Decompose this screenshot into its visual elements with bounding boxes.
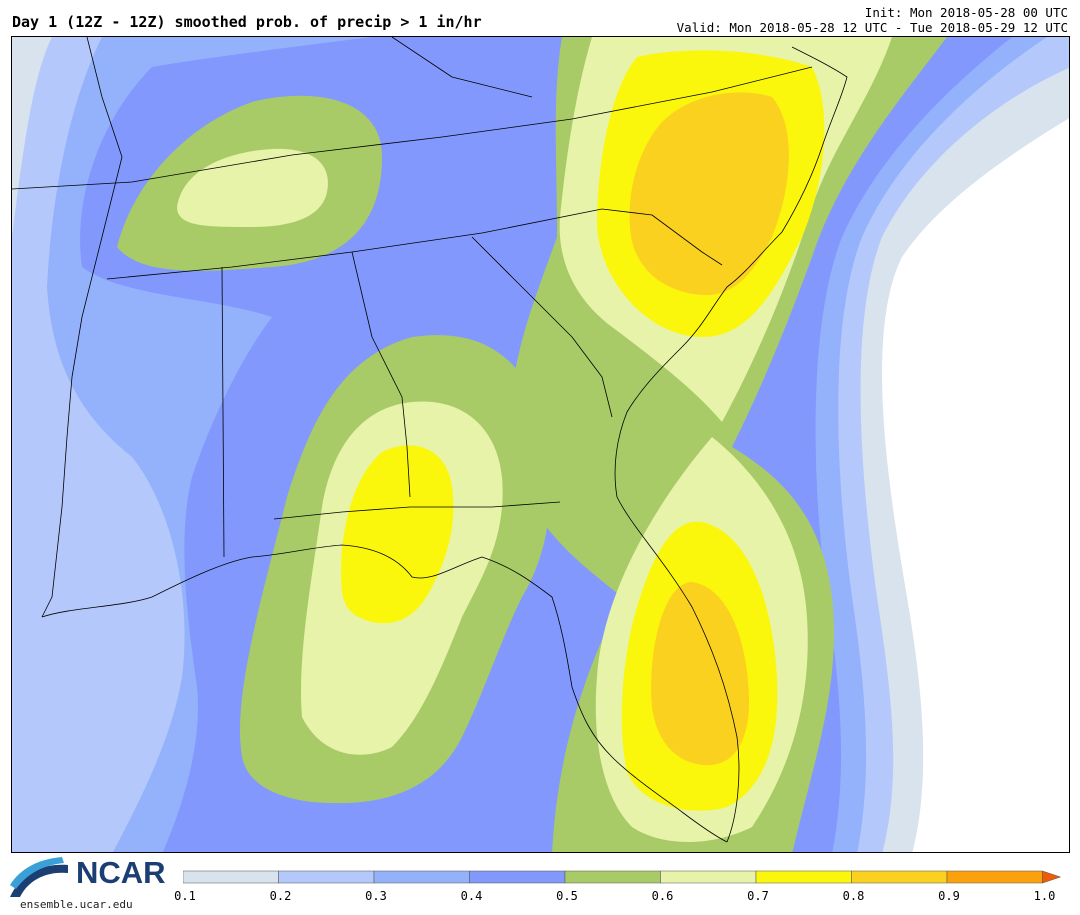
colorbar-cell-2 xyxy=(278,870,375,884)
contour-0.7-west xyxy=(341,445,454,624)
colorbar-cell-4 xyxy=(469,870,566,884)
geographic-boundaries xyxy=(12,37,848,843)
colorbar-tick-label: 0.2 xyxy=(269,889,292,903)
colorbar-cell-8 xyxy=(851,870,948,884)
ncar-wordmark: NCAR xyxy=(76,855,166,890)
colorbar-tick-label: 0.3 xyxy=(365,889,387,903)
ncar-url: ensemble.ucar.edu xyxy=(20,898,133,911)
colorbar-cell-9 xyxy=(946,870,1043,884)
colorbar-cell-5 xyxy=(564,870,661,884)
map-title: Day 1 (12Z - 12Z) smoothed prob. of prec… xyxy=(12,13,482,31)
probability-colorbar xyxy=(183,870,1062,884)
colorbar-tick-label: 0.4 xyxy=(460,889,483,903)
colorbar-extend-arrow xyxy=(1042,870,1062,884)
init-time: Init: Mon 2018-05-28 00 UTC xyxy=(864,5,1068,20)
contour-0.8-south xyxy=(651,582,750,766)
probability-map xyxy=(11,36,1070,853)
colorbar-cell-1 xyxy=(183,870,279,884)
colorbar-tick-label: 0.5 xyxy=(556,889,578,903)
ncar-logo: NCAR ensemble.ucar.edu xyxy=(10,855,166,913)
ncar-swoosh-icon xyxy=(10,857,68,897)
colorbar-tick-label: 1.0 xyxy=(1033,889,1056,903)
colorbar-tick-label: 0.7 xyxy=(747,889,769,903)
colorbar-cell-6 xyxy=(660,870,757,884)
colorbar-tick-label: 0.1 xyxy=(174,889,196,903)
colorbar-cell-7 xyxy=(755,870,852,884)
colorbar-cell-3 xyxy=(373,870,470,884)
colorbar-tick-label: 0.9 xyxy=(938,889,960,903)
colorbar-tick-label: 0.6 xyxy=(651,889,674,903)
colorbar-tick-label: 0.8 xyxy=(842,889,865,903)
valid-time: Valid: Mon 2018-05-28 12 UTC - Tue 2018-… xyxy=(676,20,1068,35)
contour-0.8-ne xyxy=(629,92,789,296)
